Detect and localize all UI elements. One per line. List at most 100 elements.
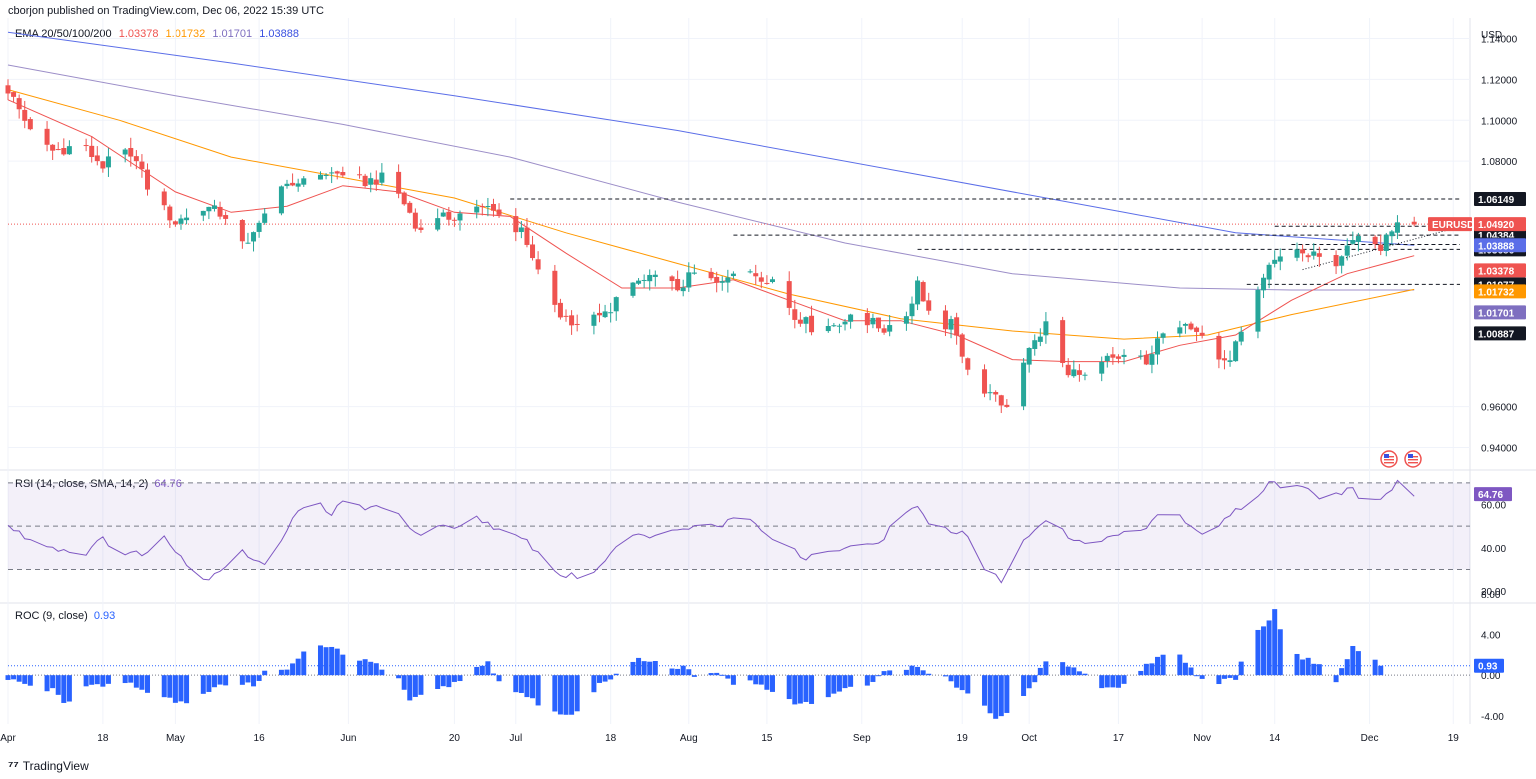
ema100-value: 1.01701 — [212, 28, 253, 40]
candle-body — [61, 147, 67, 155]
date-tick-label: 19 — [1448, 733, 1460, 744]
candle-body — [396, 171, 402, 194]
ema200-line — [7, 31, 1415, 246]
candle-body — [128, 147, 134, 157]
candle-body — [284, 183, 290, 187]
ema50-value: 1.01732 — [165, 28, 206, 40]
candle-body — [1076, 370, 1082, 375]
candle-body — [719, 281, 725, 283]
candle-body — [407, 202, 413, 213]
roc-bar — [1021, 675, 1027, 696]
ema50-line — [7, 89, 1415, 340]
roc-bar — [89, 675, 95, 685]
candle-body — [100, 161, 106, 169]
roc-bar — [1311, 663, 1317, 676]
candle-body — [451, 219, 457, 221]
candle-body — [530, 244, 536, 259]
roc-bar — [167, 675, 173, 698]
rsi-legend-value: 64.76 — [154, 478, 182, 490]
candle-body — [569, 315, 575, 326]
level-tag: 1.01977 — [1478, 280, 1515, 291]
roc-bar — [998, 675, 1004, 717]
roc-bar — [630, 661, 636, 676]
candle-body — [786, 281, 792, 308]
roc-bar — [608, 675, 614, 680]
roc-bar — [1199, 675, 1205, 679]
roc-bar — [105, 675, 111, 684]
roc-bar — [636, 657, 642, 676]
roc-bar — [485, 661, 491, 676]
candle-body — [172, 221, 178, 225]
roc-bar — [290, 663, 296, 676]
candle-body — [982, 369, 988, 394]
roc-bar — [256, 675, 262, 681]
candle-body — [920, 282, 926, 302]
candle-body — [435, 218, 441, 230]
candle-body — [1182, 323, 1188, 326]
candle-body — [251, 232, 257, 242]
date-tick-label: Nov — [1193, 733, 1211, 744]
roc-bar — [691, 675, 697, 677]
date-tick-label: 14 — [1269, 733, 1281, 744]
roc-bar — [1004, 675, 1010, 713]
roc-bar — [786, 675, 792, 700]
candle-body — [1115, 356, 1121, 359]
roc-bar — [396, 675, 402, 679]
roc-bar — [1277, 629, 1283, 676]
candle-body — [485, 206, 491, 208]
roc-bar — [44, 675, 50, 692]
ema-price-tag-bg — [1474, 263, 1526, 278]
ema20-value: 1.03378 — [118, 28, 159, 40]
roc-bar — [792, 675, 798, 705]
roc-bar — [602, 675, 608, 682]
roc-bar — [769, 675, 775, 692]
level-tag-bg — [1474, 228, 1526, 243]
roc-bar — [1026, 675, 1032, 689]
roc-bar — [887, 670, 893, 676]
candle-body — [680, 287, 686, 292]
candle-body — [1004, 404, 1010, 407]
candle-body — [412, 212, 418, 229]
roc-bar — [490, 673, 496, 676]
date-tick-label: Jun — [340, 733, 356, 744]
footer-brand[interactable]: ⁷⁷ TradingView — [8, 758, 89, 773]
roc-bar — [340, 654, 346, 676]
candle-body — [479, 205, 485, 208]
roc-bar — [200, 675, 206, 694]
roc-bar — [1060, 662, 1066, 676]
roc-bar — [1221, 675, 1227, 679]
roc-bar — [1143, 663, 1149, 676]
roc-bar — [1188, 667, 1194, 676]
candle-body — [714, 276, 720, 283]
date-tick-label: 16 — [254, 733, 266, 744]
ema-price-tag: 1.01732 — [1478, 287, 1515, 298]
roc-bar — [451, 675, 457, 682]
eu-flag-icon[interactable] — [1404, 450, 1422, 468]
roc-bar — [223, 675, 229, 686]
candle-body — [948, 319, 954, 330]
candle-body — [50, 144, 56, 151]
roc-bar — [22, 675, 28, 684]
currency-label: USD — [1481, 30, 1502, 41]
us-flag-icon[interactable] — [1380, 450, 1398, 468]
candle-body — [262, 213, 268, 223]
date-tick-label: 18 — [605, 733, 617, 744]
level-tag: 1.04384 — [1478, 231, 1515, 242]
roc-bar — [535, 675, 541, 706]
candle-body — [1372, 236, 1378, 245]
roc-bar — [457, 675, 463, 682]
candle-body — [809, 315, 815, 333]
trend-line[interactable] — [1302, 226, 1461, 271]
roc-bar — [1099, 675, 1105, 689]
candle-body — [613, 297, 619, 312]
roc-bar — [675, 668, 681, 676]
roc-bar — [1305, 657, 1311, 676]
ema-price-tag-bg — [1474, 238, 1526, 253]
ema-legend-label: EMA 20/50/100/200 — [15, 28, 112, 40]
candle-body — [987, 392, 993, 394]
roc-bar — [842, 675, 848, 689]
roc-bar — [373, 663, 379, 676]
candle-body — [368, 178, 374, 185]
candle-body — [161, 191, 167, 206]
